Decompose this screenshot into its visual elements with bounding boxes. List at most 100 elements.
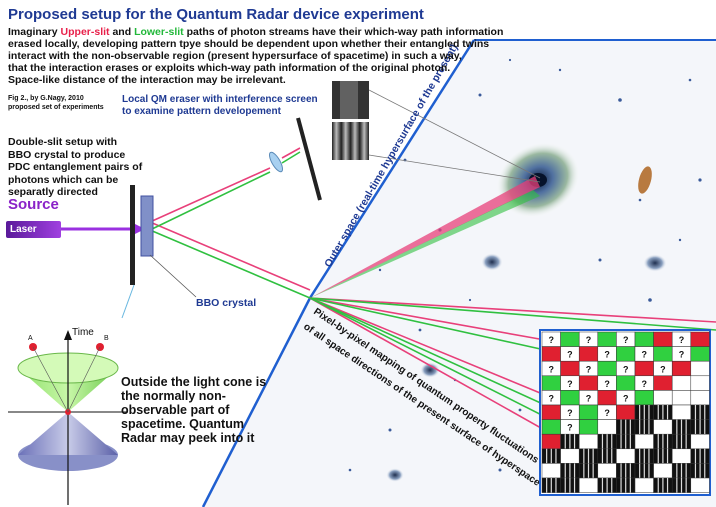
grid-question-mark: ? — [586, 394, 592, 404]
grid-cell — [671, 390, 692, 406]
grid-question-mark: ? — [642, 350, 648, 360]
pink-beam-to-galaxy — [310, 176, 540, 298]
grid-cell — [578, 433, 599, 450]
grid-question-mark: ? — [679, 335, 685, 345]
grid-cell — [634, 433, 654, 450]
grid-question-mark: ? — [567, 408, 573, 418]
grid-cell — [597, 360, 617, 377]
grid-question-mark: ? — [549, 364, 555, 374]
time-axis-label: Time — [72, 327, 94, 338]
grid-question-mark: ? — [586, 364, 592, 374]
intro-line-3: interact with the non-observable region … — [8, 50, 462, 62]
point-b-label: B — [104, 335, 109, 342]
double-slit-plate — [130, 185, 135, 285]
grid-cell — [578, 404, 599, 420]
figure-caption-line: proposed set of experiments — [8, 104, 104, 111]
grid-cell — [597, 331, 617, 347]
lower-slit-term: Lower-slit — [134, 26, 184, 38]
bbo-crystal — [140, 195, 154, 257]
grid-cell — [616, 346, 636, 362]
grid-cell — [634, 390, 654, 406]
grid-cell — [653, 390, 673, 406]
grid-cell — [653, 346, 673, 362]
small-galaxy — [638, 166, 652, 194]
grid-cell — [616, 375, 636, 391]
grid-cell — [671, 375, 692, 391]
grid-cells: ????????????????????? — [541, 331, 710, 493]
grid-cell — [560, 448, 580, 464]
grid-cell — [578, 477, 599, 493]
grid-cell — [541, 463, 561, 479]
green-beam-to-galaxy — [310, 190, 540, 298]
grid-cell — [616, 404, 636, 420]
grid-question-mark: ? — [567, 379, 573, 389]
grid-question-mark: ? — [623, 335, 629, 345]
grid-cell — [541, 346, 561, 362]
hypersurface-line — [308, 39, 476, 299]
grid-cell — [578, 346, 599, 362]
blurred-pattern — [332, 81, 369, 119]
grid-cell — [653, 331, 673, 347]
grid-question-mark: ? — [623, 364, 629, 374]
double-slit-description: Double-slit setup with BBO crystal to pr… — [8, 136, 143, 198]
grid-cell — [578, 375, 599, 391]
light-cone-description: Outside the light cone is the normally n… — [121, 375, 267, 445]
lens — [269, 151, 283, 173]
pattern-pointer — [368, 154, 541, 183]
eraser-label-line: Local QM eraser with interference screen — [122, 94, 318, 105]
bbo-pointer — [149, 254, 197, 298]
grid-cell — [690, 375, 710, 391]
grid-question-mark: ? — [604, 408, 610, 418]
grid-cell — [690, 433, 710, 450]
laser-arrow — [135, 224, 145, 234]
grid-cell — [653, 463, 673, 479]
diagram-title: Proposed setup for the Quantum Radar dev… — [8, 6, 424, 23]
small-galaxy — [643, 254, 667, 272]
figure-caption: Fig 2., by G.Nagy, 2010 proposed set of … — [8, 94, 104, 112]
grid-cell — [653, 419, 673, 435]
point-a-label: A — [28, 335, 33, 342]
grid-cell — [634, 331, 654, 347]
grid-cell — [541, 375, 561, 391]
interference-screen — [296, 117, 322, 201]
fringe-pattern — [332, 122, 369, 160]
grid-cell — [690, 346, 710, 362]
eraser-label: Local QM eraser with interference screen… — [122, 94, 318, 118]
intro-line-4: that the interaction erases or exploits … — [8, 62, 451, 74]
grid-cell — [597, 463, 617, 479]
grid-cell — [671, 360, 692, 377]
grid-question-mark: ? — [567, 350, 573, 360]
intro-word: paths of photon streams have their which… — [186, 26, 504, 38]
grid-question-mark: ? — [549, 335, 555, 345]
eraser-label-line: to examine pattern developement — [122, 106, 281, 117]
grid-cell — [634, 477, 654, 493]
grid-cell — [560, 331, 580, 347]
grid-question-mark: ? — [604, 350, 610, 360]
intro-line-2: erased locally, developing pattern tpye … — [8, 38, 490, 50]
grid-cell — [634, 360, 654, 377]
grid-cell — [616, 448, 636, 464]
grid-cell — [578, 419, 599, 435]
figure-caption-line: Fig 2., by G.Nagy, 2010 — [8, 95, 84, 102]
intro-word: Imaginary — [8, 26, 58, 38]
grid-question-mark: ? — [567, 423, 573, 433]
grid-cell — [690, 360, 710, 377]
hypersurface-line — [201, 297, 312, 507]
laser-label: Laser — [10, 224, 37, 235]
grid-cell — [690, 477, 710, 493]
grid-cell — [671, 448, 692, 464]
grid-cell — [541, 404, 561, 420]
source-label: Source — [8, 196, 59, 213]
pattern-pointer — [368, 89, 541, 179]
intro-line-1: Imaginary Upper-slit and Lower-slit path… — [8, 26, 503, 38]
time-axis-arrow — [64, 330, 72, 340]
grid-cell — [541, 419, 561, 435]
bbo-crystal-label: BBO crystal — [196, 297, 257, 309]
grid-cell — [560, 360, 580, 377]
grid-question-mark: ? — [660, 364, 666, 374]
grid-question-mark: ? — [604, 379, 610, 389]
blurred-pattern-glow — [340, 81, 358, 119]
intro-word: and — [112, 26, 132, 38]
